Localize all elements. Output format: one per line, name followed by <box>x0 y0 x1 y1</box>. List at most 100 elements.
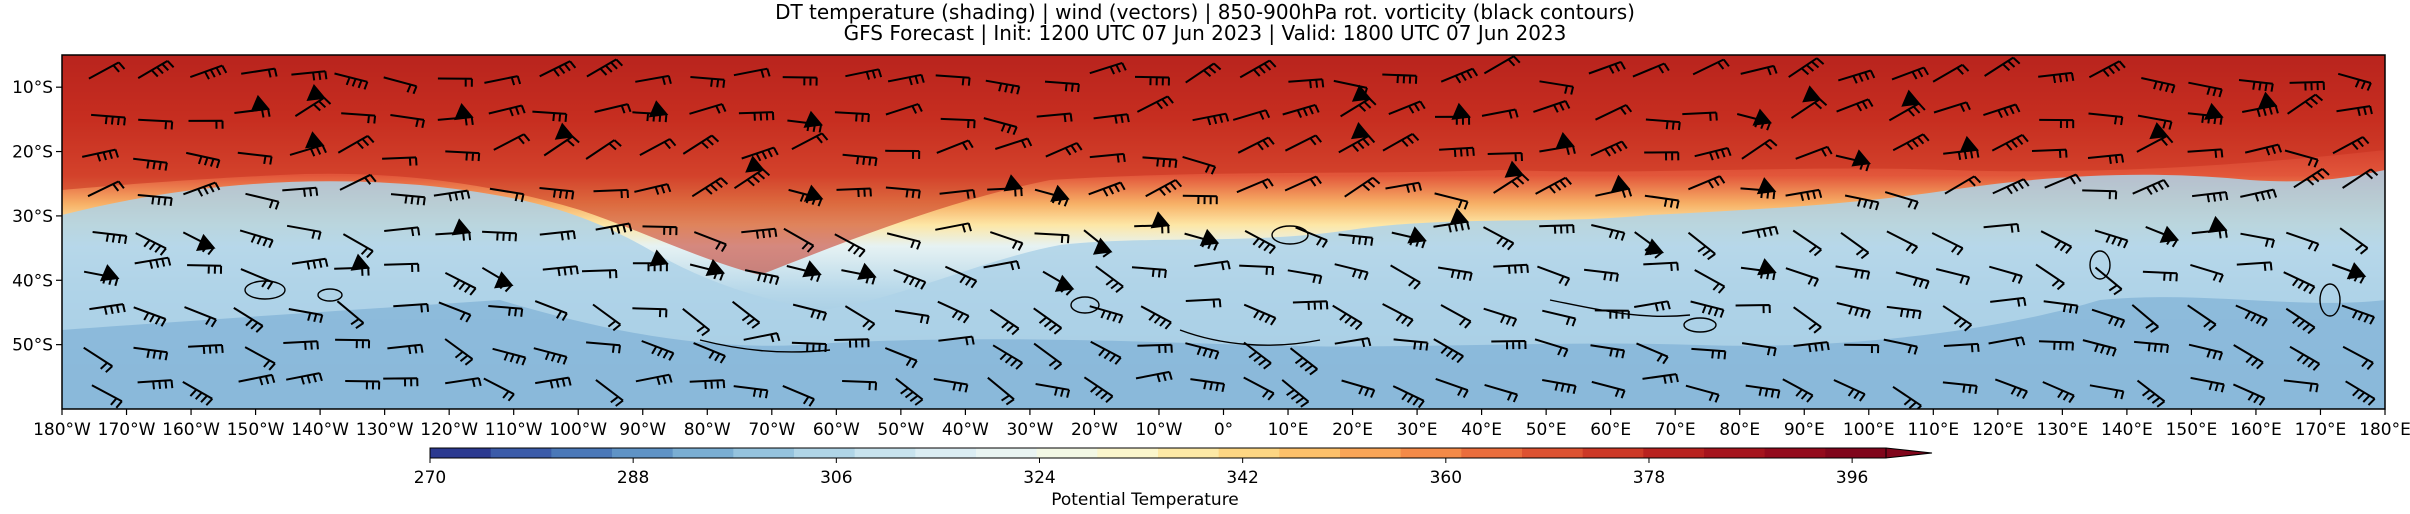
lon-label: 160°E <box>2230 420 2282 440</box>
wind-barb <box>1484 383 1519 403</box>
wind-barb <box>2091 308 2126 329</box>
wind-barb <box>693 342 726 364</box>
wind-barb <box>1282 103 1320 119</box>
wind-barb <box>1437 266 1473 281</box>
wind-pennant <box>803 110 824 128</box>
lon-label: 130°E <box>2037 420 2089 440</box>
wind-barb <box>2240 232 2275 248</box>
wind-barb <box>244 346 276 371</box>
wind-barb <box>184 306 217 328</box>
wind-barb <box>1690 300 1725 318</box>
wind-barb <box>334 72 369 90</box>
wind-barb <box>1185 298 1222 308</box>
wind-barb <box>1636 342 1669 365</box>
wind-barb <box>493 133 531 151</box>
wind-barb <box>1740 266 1776 281</box>
wind-barb <box>87 180 125 198</box>
colorbar-swatch <box>854 448 916 458</box>
wind-barb <box>1034 188 1069 207</box>
lat-label: 20°S <box>12 143 53 163</box>
wind-barb <box>937 300 970 324</box>
deep-cold-region <box>62 297 2385 409</box>
wind-barb <box>1741 138 1778 160</box>
wind-pennant <box>305 131 325 149</box>
wind-barb <box>987 376 1015 406</box>
wind-barb <box>1844 343 1880 354</box>
wind-pennant <box>196 233 216 251</box>
wind-barb <box>1838 69 1876 84</box>
wind-barb <box>1295 226 1328 248</box>
wind-barb <box>534 300 568 322</box>
wind-pennant <box>1150 211 1171 229</box>
wind-barb <box>1088 181 1126 197</box>
colorbar-swatch <box>1825 448 1887 458</box>
wind-barb <box>1036 112 1073 123</box>
wind-barb <box>2188 343 2224 361</box>
wind-barb <box>488 305 524 317</box>
wind-barb <box>782 384 815 407</box>
wind-barb <box>983 260 1021 271</box>
vorticity-contours <box>244 225 2341 353</box>
colorbar-swatches <box>430 448 1887 458</box>
wind-barb <box>2040 230 2073 254</box>
wind-barb <box>635 74 672 86</box>
wind-barb <box>1487 152 1523 162</box>
lon-label: 30°W <box>1006 420 1053 440</box>
wind-barb <box>1833 379 1866 402</box>
wind-barb <box>1883 338 1919 355</box>
wind-barb <box>1493 173 1530 194</box>
colorbar-swatch <box>1643 448 1705 458</box>
wind-barb <box>135 232 167 256</box>
wind-barb <box>137 379 174 390</box>
wind-barb <box>1185 62 1222 84</box>
wind-barb <box>188 119 224 129</box>
wind-barb <box>1735 304 1771 314</box>
wind-barb <box>1288 78 1325 89</box>
wind-barb <box>2038 71 2075 84</box>
lon-label: 120°E <box>1972 420 2024 440</box>
wind-pennant <box>1449 207 1470 225</box>
colorbar-swatch <box>1704 448 1766 458</box>
wind-barb <box>1083 376 1114 403</box>
wind-barb <box>791 132 829 150</box>
wind-barb <box>2136 379 2166 408</box>
wind-barb <box>2082 339 2117 357</box>
wind-barb <box>1292 300 1329 310</box>
wind-barb <box>88 61 126 80</box>
wind-barb <box>1435 377 1469 398</box>
wind-barb <box>743 332 781 343</box>
wind-barb <box>2191 191 2229 203</box>
wind-barb <box>1137 343 1173 354</box>
wind-barb <box>1588 60 1626 75</box>
wind-barb <box>842 153 878 167</box>
wind-barb <box>182 381 214 406</box>
colorbar-ticks: 270 288 306 324 342 360 378 396 <box>414 458 1868 488</box>
wind-barb <box>1236 178 1274 194</box>
lon-label: 70°E <box>1655 420 1696 440</box>
wind-barb <box>1884 191 1919 210</box>
wind-barb <box>1388 100 1426 116</box>
lon-label: 10°W <box>1135 420 1182 440</box>
wind-barb <box>1533 100 1571 113</box>
wind-barb <box>1886 230 1919 255</box>
wind-pennant <box>1199 228 1220 246</box>
colorbar-swatch <box>915 448 977 458</box>
wind-barb <box>1736 113 1772 131</box>
wind-barb <box>632 307 668 318</box>
wind-barb <box>1836 98 1874 113</box>
wind-barb <box>337 135 375 154</box>
colorbar-label: Potential Temperature <box>1051 490 1239 510</box>
wind-barb <box>2342 168 2379 189</box>
wind-barb <box>983 117 1018 135</box>
colorbar-swatch <box>672 448 734 458</box>
wind-barb <box>2187 304 2217 332</box>
wind-barb <box>1385 181 1422 193</box>
wind-barb <box>1840 231 1870 260</box>
wind-barb <box>2094 266 2123 296</box>
wind-barb <box>741 227 778 239</box>
wind-barb <box>384 226 421 237</box>
wind-barb <box>294 96 332 117</box>
wind-barb <box>1033 342 1063 371</box>
wind-barb <box>938 335 975 346</box>
wind-barb <box>791 341 827 353</box>
